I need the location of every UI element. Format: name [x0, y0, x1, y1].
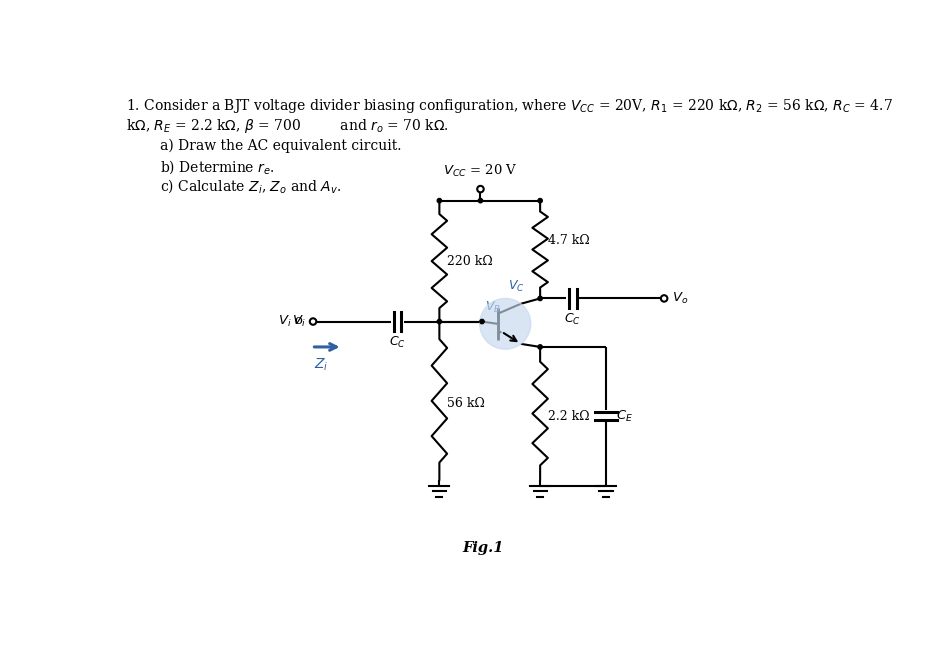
Text: 1. Consider a BJT voltage divider biasing configuration, where $V_{CC}$ = 20V, $: 1. Consider a BJT voltage divider biasin… [125, 97, 892, 115]
Text: $V_i$: $V_i$ [292, 314, 305, 329]
Circle shape [437, 199, 442, 203]
Text: 56 kΩ: 56 kΩ [447, 397, 485, 410]
Text: Fig.1: Fig.1 [463, 541, 503, 555]
Text: k$\Omega$, $R_E$ = 2.2 k$\Omega$, $\beta$ = 700         and $r_o$ = 70 k$\Omega$: k$\Omega$, $R_E$ = 2.2 k$\Omega$, $\beta… [125, 117, 448, 135]
Text: $V_C$: $V_C$ [508, 278, 524, 294]
Circle shape [538, 199, 543, 203]
Circle shape [479, 299, 531, 349]
Text: $V_o$: $V_o$ [672, 291, 689, 306]
Circle shape [538, 297, 543, 301]
Circle shape [437, 319, 442, 323]
Text: 220 kΩ: 220 kΩ [447, 254, 493, 268]
Text: $V_B$: $V_B$ [485, 300, 501, 315]
Text: b) Determine $r_e$.: b) Determine $r_e$. [160, 158, 275, 176]
Text: $C_C$: $C_C$ [389, 335, 406, 350]
Circle shape [479, 319, 484, 323]
Text: $V_i$ o: $V_i$ o [278, 314, 303, 329]
Text: $V_{CC}$ = 20 V: $V_{CC}$ = 20 V [443, 163, 518, 179]
Text: $C_E$: $C_E$ [616, 409, 633, 424]
Text: 2.2 kΩ: 2.2 kΩ [548, 410, 590, 423]
Text: a) Draw the AC equivalent circuit.: a) Draw the AC equivalent circuit. [160, 139, 402, 154]
Text: $Z_i$: $Z_i$ [314, 357, 329, 373]
Circle shape [479, 199, 482, 203]
Text: $C_C$: $C_C$ [564, 311, 581, 327]
Text: 4.7 kΩ: 4.7 kΩ [548, 234, 590, 247]
Text: c) Calculate $Z_i$, $Z_o$ and $A_v$.: c) Calculate $Z_i$, $Z_o$ and $A_v$. [160, 176, 342, 195]
Circle shape [538, 345, 543, 349]
